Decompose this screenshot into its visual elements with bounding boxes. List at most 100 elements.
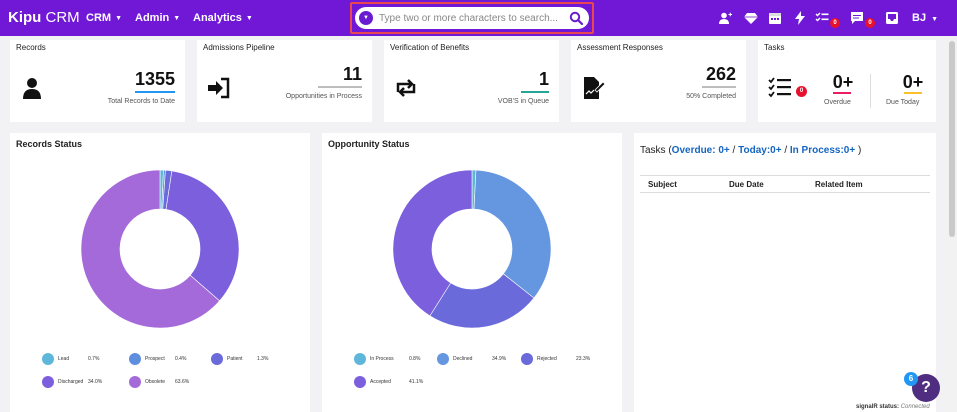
records-status-donut[interactable]	[80, 169, 240, 329]
overdue-link[interactable]: Overdue: 0+	[671, 145, 730, 156]
verification-card[interactable]: Verification of Benefits 1 VOB'S in Queu…	[384, 40, 559, 122]
calendar-icon[interactable]	[768, 11, 782, 25]
records-status-panel: Records Status Lead 0.7% Prospect 0.4% Patie…	[10, 133, 310, 412]
accent-line	[521, 91, 549, 93]
accent-line	[702, 86, 736, 88]
chevron-down-icon: ▼	[115, 14, 122, 22]
legend-swatch	[354, 376, 366, 388]
accent-line	[135, 91, 175, 93]
person-icon	[23, 78, 41, 99]
col-subject[interactable]: Subject	[648, 180, 677, 189]
accent-line	[833, 92, 851, 94]
scrollbar-thumb[interactable]	[949, 41, 955, 237]
tasks-card-badge: 0	[796, 86, 807, 97]
assessment-card[interactable]: Assessment Responses 262 50% Completed	[571, 40, 746, 122]
card-title: Assessment Responses	[577, 43, 663, 52]
assessment-subtitle: 50% Completed	[686, 93, 736, 100]
accent-line	[904, 92, 922, 94]
records-card[interactable]: Records 1355 Total Records to Date	[10, 40, 185, 122]
records-slice-obsolete[interactable]	[80, 169, 221, 329]
in-process-link[interactable]: In Process:0+	[789, 145, 856, 156]
overdue-label: Overdue	[824, 99, 851, 106]
card-title: Verification of Benefits	[390, 43, 470, 52]
search-highlight: ▼	[350, 2, 594, 34]
records-slice-discharged[interactable]	[165, 170, 240, 302]
records-count: 1355	[134, 69, 175, 89]
tasks-header: Tasks (Overdue: 0+ / Today:0+ / In Proce…	[640, 145, 862, 156]
task-list-icon	[768, 77, 791, 98]
file-signature-icon	[584, 77, 605, 99]
legend-label: Lead	[58, 356, 70, 362]
overdue-count: 0+	[832, 72, 854, 92]
table-divider	[640, 175, 930, 176]
card-title: Tasks	[764, 43, 785, 52]
legend-swatch	[354, 353, 366, 365]
legend-label: Rejected	[537, 356, 557, 362]
legend-percent: 41.1%	[409, 379, 424, 385]
opportunity-status-donut[interactable]	[392, 169, 552, 329]
tasks-panel: Tasks (Overdue: 0+ / Today:0+ / In Proce…	[634, 133, 936, 412]
divider	[870, 74, 871, 108]
records-subtitle: Total Records to Date	[107, 98, 175, 105]
legend-percent: 1.3%	[257, 356, 269, 362]
search-scope-dropdown[interactable]: ▼	[359, 11, 373, 25]
tasks-icon[interactable]	[815, 11, 829, 25]
legend-label: Prospect	[145, 356, 165, 362]
signalr-status: signalR status: Connected	[856, 404, 930, 410]
table-divider	[640, 192, 930, 193]
legend-swatch	[129, 376, 141, 388]
menu-admin[interactable]: Admin ▼	[135, 12, 181, 24]
tasks-card[interactable]: Tasks 0 0+ Overdue 0+ Due Today	[758, 40, 936, 122]
lightning-icon[interactable]	[793, 11, 807, 25]
legend-percent: 0.8%	[409, 356, 421, 362]
menu-crm[interactable]: CRM ▼	[86, 12, 122, 24]
search-input[interactable]	[379, 10, 559, 26]
opportunity-slice-accepted[interactable]	[392, 169, 473, 317]
app-logo[interactable]: Kipu CRM	[8, 9, 80, 26]
assessment-count: 262	[705, 64, 736, 84]
legend-label: Discharged	[58, 379, 84, 385]
legend-swatch	[437, 353, 449, 365]
legend-label: Declined	[453, 356, 473, 362]
chevron-down-icon: ▼	[173, 14, 181, 22]
retweet-icon	[396, 79, 416, 97]
page-scrollbar[interactable]	[947, 37, 957, 412]
messages-icon[interactable]	[850, 11, 864, 25]
add-user-icon[interactable]	[718, 11, 732, 25]
admissions-count: 11	[342, 64, 362, 84]
accent-line	[318, 86, 362, 88]
legend-percent: 0.4%	[175, 356, 187, 362]
opportunity-slice-declined[interactable]	[473, 169, 552, 299]
search-box: ▼	[355, 7, 589, 29]
tasks-badge: 0	[830, 18, 840, 28]
col-related-item[interactable]: Related Item	[815, 180, 863, 189]
col-due-date[interactable]: Due Date	[729, 180, 764, 189]
panel-title: Opportunity Status	[328, 139, 410, 149]
search-icon[interactable]	[569, 11, 583, 25]
opportunity-status-panel: Opportunity Status In Process 0.8% Decline…	[322, 133, 622, 412]
today-link[interactable]: Today:0+	[738, 145, 782, 156]
help-badge: 6	[904, 372, 918, 386]
vob-count: 1	[538, 69, 549, 89]
menu-analytics[interactable]: Analytics ▼	[193, 12, 253, 24]
legend-percent: 23.3%	[576, 356, 591, 362]
legend-percent: 63.6%	[175, 379, 190, 385]
chevron-down-icon: ▼	[931, 16, 938, 23]
panel-title: Records Status	[16, 139, 83, 149]
card-title: Records	[16, 43, 46, 52]
due-today-label: Due Today	[886, 99, 920, 106]
inbox-icon[interactable]	[885, 11, 899, 25]
chevron-down-icon: ▼	[245, 14, 253, 22]
admissions-card[interactable]: Admissions Pipeline 11 Opportunities in …	[197, 40, 372, 122]
legend-label: In Process	[370, 356, 394, 362]
legend-swatch	[521, 353, 533, 365]
legend-percent: 34.9%	[492, 356, 507, 362]
user-menu[interactable]: BJ ▼	[912, 12, 938, 24]
legend-swatch	[42, 376, 54, 388]
vob-subtitle: VOB'S in Queue	[497, 98, 549, 105]
legend-swatch	[129, 353, 141, 365]
card-title: Admissions Pipeline	[203, 43, 275, 52]
legend-swatch	[211, 353, 223, 365]
diamond-icon[interactable]	[744, 11, 758, 25]
legend-label: Accepted	[370, 379, 391, 385]
